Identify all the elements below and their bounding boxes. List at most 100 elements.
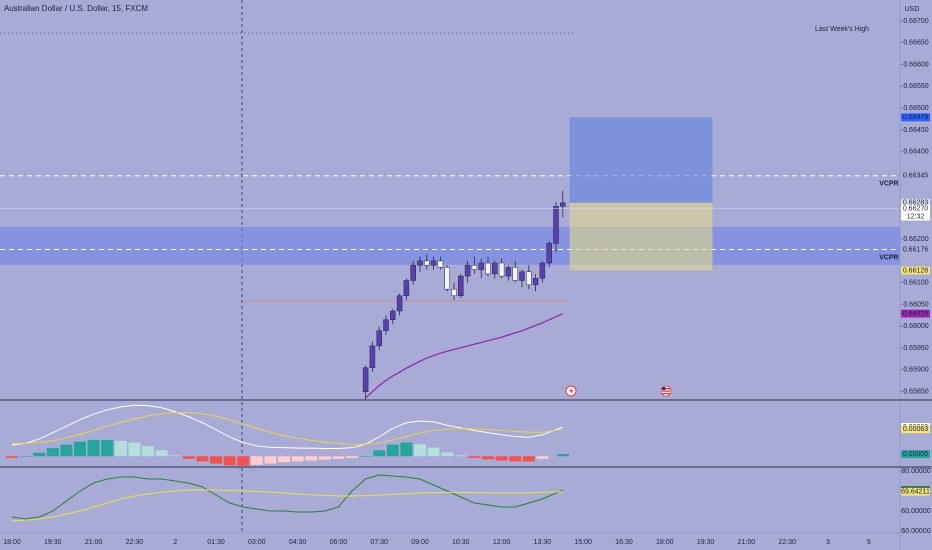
histogram-bar	[291, 456, 304, 462]
histogram-bar	[114, 440, 127, 457]
position-stop	[569, 202, 713, 271]
histogram-bar	[414, 444, 426, 457]
y-tick-label: 60.00000	[901, 508, 930, 515]
x-tick-label: 21:00	[85, 539, 103, 546]
y-tick-label: 0.66650	[903, 40, 928, 47]
price-label: 0.66128	[903, 267, 928, 274]
chart-title: Australian Dollar / U.S. Dollar, 15, FXC…	[4, 4, 148, 13]
histogram-bar	[264, 456, 277, 464]
x-tick-label: 19:30	[44, 539, 62, 546]
candle-body	[417, 260, 423, 266]
indicator-label-box	[901, 450, 930, 459]
x-tick-label: 04:30	[289, 539, 307, 546]
x-tick-label: 09:00	[411, 539, 429, 546]
candle-body	[539, 262, 546, 279]
histogram-bar	[482, 456, 494, 460]
candle-body	[519, 271, 525, 281]
histogram-bar	[237, 456, 250, 466]
y-tick-label: 0.65950	[903, 345, 928, 352]
x-tick-label: 10:30	[452, 539, 470, 546]
histogram-bar	[182, 456, 195, 459]
histogram-bar	[196, 456, 209, 462]
candle-body	[369, 345, 376, 368]
price-label-box	[901, 113, 930, 122]
indicator-label: 0.00005	[903, 451, 928, 458]
event-icon[interactable]	[565, 385, 577, 397]
candle-body	[396, 295, 403, 312]
histogram-bar	[522, 456, 535, 462]
candle-body	[505, 267, 512, 277]
x-tick-label: 2	[173, 539, 177, 546]
candle-body	[451, 288, 457, 296]
candle-body	[498, 262, 505, 277]
x-tick-label: 13:30	[534, 539, 552, 546]
vcpr-label: VCPR	[879, 254, 898, 261]
histogram-bar	[278, 456, 290, 463]
y-tick-label: 0.66500	[903, 105, 928, 112]
histogram-bar	[210, 456, 222, 464]
candle-body	[390, 310, 396, 320]
histogram-bar	[128, 442, 141, 457]
candle-body	[362, 367, 369, 392]
price-label-box	[901, 266, 930, 275]
price-label: 0.66176	[903, 246, 928, 253]
price-label: 0.66283	[903, 200, 928, 207]
indicator-label-box	[901, 487, 930, 496]
y-tick-label: 0.66050	[903, 301, 928, 308]
histogram-bar	[305, 456, 318, 461]
candle-body	[403, 280, 410, 296]
x-tick-label: 12:00	[493, 539, 511, 546]
x-tick-label: 06:00	[330, 539, 348, 546]
candle-body	[424, 260, 430, 266]
histogram-bar	[318, 456, 331, 460]
candle-body	[458, 275, 464, 296]
indicator-label: 0.00063	[903, 426, 928, 433]
price-label: 0.66479	[903, 114, 928, 121]
candle-body	[532, 278, 539, 286]
histogram-bar	[495, 456, 508, 461]
candle-body	[444, 267, 450, 290]
histogram-bar	[400, 442, 413, 457]
vcpr-zone	[0, 226, 900, 265]
price-label-box	[901, 171, 930, 180]
histogram-bar	[468, 456, 481, 458]
x-tick-label: 16:30	[615, 539, 633, 546]
candle-body	[464, 264, 471, 277]
x-tick-label: 21:00	[738, 539, 756, 546]
candle-body	[383, 319, 389, 331]
indicator-label-box	[901, 425, 930, 434]
histogram-bar	[60, 444, 73, 457]
histogram-bar	[19, 456, 32, 457]
currency: USD	[905, 6, 920, 13]
price-label: 0.66270	[903, 205, 928, 212]
histogram-bar	[101, 439, 114, 457]
y-tick-label: 0.66600	[903, 61, 928, 68]
price-label-box	[901, 245, 930, 254]
y-tick-label: 0.66400	[903, 149, 928, 156]
x-tick-label: 18:00	[656, 539, 674, 546]
y-tick-label: 80.00000	[901, 468, 930, 475]
histogram-bar	[359, 456, 372, 457]
vcpr-label: VCPR	[879, 181, 898, 188]
event-icon[interactable]	[660, 385, 672, 397]
indicator-line	[11, 489, 563, 522]
histogram-bar	[74, 441, 86, 457]
indicator-line	[11, 474, 564, 520]
candle-body	[410, 264, 416, 281]
histogram-bar	[427, 447, 440, 457]
y-tick-label: 0.66100	[903, 280, 928, 287]
histogram-bar	[6, 456, 18, 458]
histogram-bar	[142, 445, 154, 457]
y-tick-label: 50.00000	[901, 528, 930, 535]
histogram-bar	[87, 439, 100, 457]
x-tick-label: 19:30	[697, 539, 715, 546]
y-tick-label: 0.65900	[903, 367, 928, 374]
candle-body	[526, 271, 532, 286]
candle-body	[560, 202, 566, 207]
histogram-bar	[33, 452, 46, 457]
histogram-bar	[46, 448, 59, 457]
histogram-bar	[386, 444, 399, 457]
last-week-high-label: Last Week's High	[815, 26, 869, 33]
histogram-bar	[332, 456, 345, 459]
